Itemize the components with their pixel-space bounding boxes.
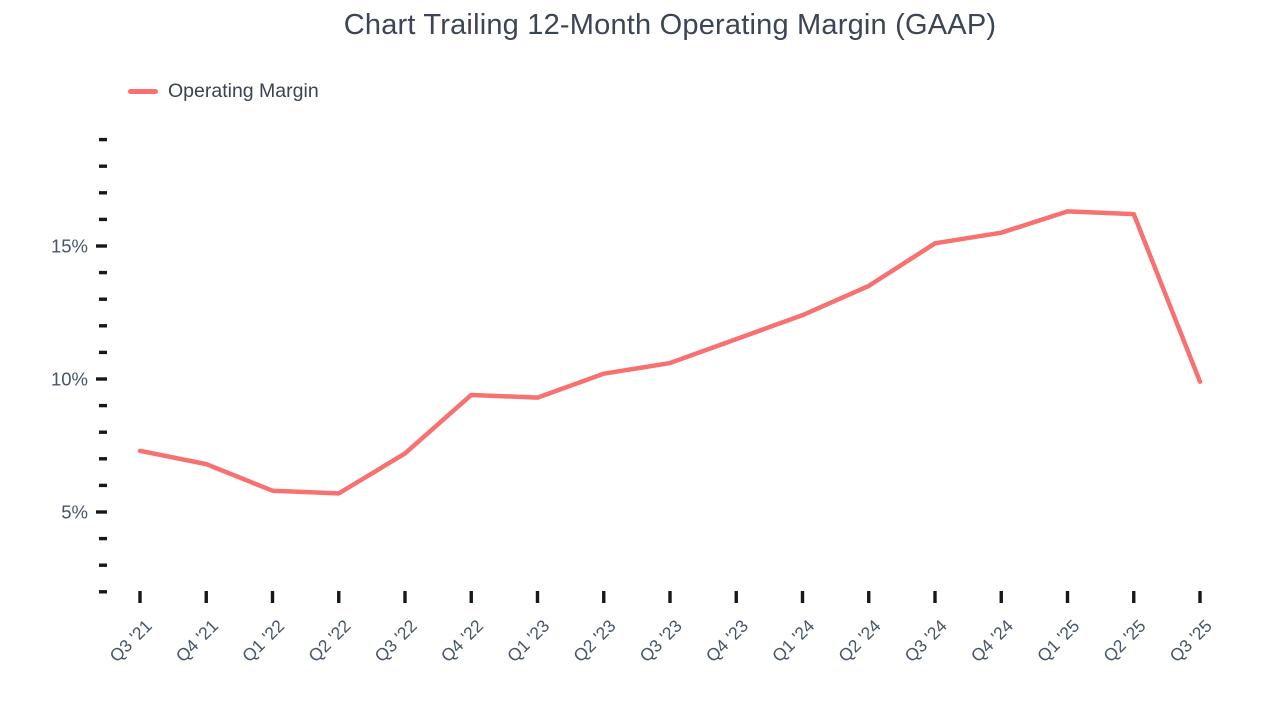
y-axis-label: 10% <box>51 369 88 390</box>
chart-title: Chart Trailing 12-Month Operating Margin… <box>343 9 997 41</box>
legend-label: Operating Margin <box>168 80 319 102</box>
x-axis-label: Q1 '24 <box>768 615 818 665</box>
x-axis-label: Q1 '22 <box>238 616 288 666</box>
x-axis-label: Q3 '23 <box>636 616 686 666</box>
x-axis-label: Q3 '22 <box>371 616 421 666</box>
x-axis-label: Q1 '25 <box>1033 616 1083 666</box>
x-axis-label: Q4 '21 <box>172 616 222 666</box>
x-axis-label: Q3 '25 <box>1166 616 1216 666</box>
x-axis-label: Q2 '23 <box>569 616 619 666</box>
x-axis-label: Q4 '24 <box>967 615 1017 665</box>
legend-swatch <box>128 89 158 94</box>
y-axis-label: 5% <box>61 502 88 523</box>
x-axis-label: Q3 '21 <box>106 616 156 666</box>
x-axis-label: Q4 '23 <box>702 616 752 666</box>
x-axis-label: Q2 '25 <box>1099 616 1149 666</box>
x-axis-label: Q3 '24 <box>901 615 951 665</box>
legend: Operating Margin <box>128 80 319 102</box>
y-axis-label: 15% <box>51 236 88 257</box>
x-axis-label: Q2 '24 <box>834 615 884 665</box>
x-axis-label: Q1 '23 <box>503 616 553 666</box>
x-axis-label: Q4 '22 <box>437 616 487 666</box>
x-axis-label: Q2 '22 <box>304 616 354 666</box>
series-line-operating-margin <box>137 209 1203 496</box>
